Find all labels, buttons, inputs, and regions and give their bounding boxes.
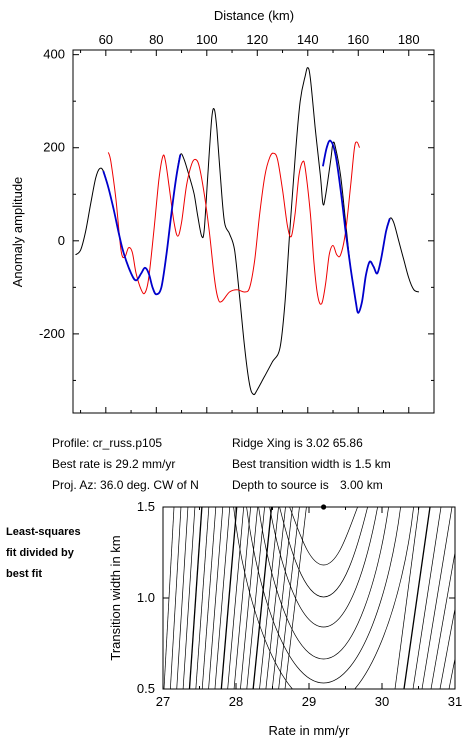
bottom-x-tick-label: 27 <box>156 694 170 709</box>
contour-line <box>269 507 378 628</box>
contour-line <box>233 507 414 689</box>
contour-line <box>252 507 273 689</box>
bottom-y-tick-label: 1.0 <box>137 590 155 605</box>
model-fit-segment-line <box>102 154 182 296</box>
top-plot-frame <box>72 49 435 414</box>
bottom-x-tick-label: 28 <box>229 694 243 709</box>
contour-line <box>188 507 203 689</box>
top-x-tick-label: 160 <box>347 32 369 47</box>
contour-line <box>394 507 420 689</box>
top-x-tick-label: 120 <box>246 32 268 47</box>
contour-line <box>201 507 217 689</box>
misfit-contour-chart: 27 28 29 30 31 0.5 1.0 1.5 Rate in mm/yr Transi… <box>108 499 462 738</box>
model-fit-segment-line <box>322 139 391 314</box>
bottom-y-tick-label: 1.5 <box>137 499 155 514</box>
contour-line <box>265 507 286 689</box>
best-rate-text: Best rate is 29.2 mm/yr <box>52 457 175 471</box>
bottom-y-axis-title: Transition width in km <box>108 535 123 660</box>
top-y-tick-label: 200 <box>43 140 65 155</box>
contour-line <box>246 507 265 689</box>
top-x-tick-label: 180 <box>398 32 420 47</box>
contour-line <box>233 507 252 689</box>
bottom-chart-axes: 27 28 29 30 31 0.5 1.0 1.5 <box>137 499 462 709</box>
top-y-tick-label: 0 <box>58 233 65 248</box>
misfit-contour-lines <box>163 504 455 689</box>
top-x-axis-title: Distance (km) <box>214 8 294 23</box>
depth-to-source-value: 3.00 km <box>340 478 383 492</box>
projection-azimuth-text: Proj. Az: 36.0 deg. CW of N <box>52 478 199 492</box>
contour-line <box>412 507 442 689</box>
contour-line <box>214 507 231 689</box>
anomaly-profile-chart: 60 80 100 120 140 160 180 -200 0 200 400 Distance … <box>10 8 435 414</box>
contour-line <box>176 507 189 689</box>
contour-line <box>170 507 182 689</box>
top-chart-series <box>75 67 420 396</box>
observed-profile-line <box>75 67 420 396</box>
ridge-crossing-text: Ridge Xing is 3.02 65.86 <box>232 436 363 450</box>
top-x-tick-label: 100 <box>196 32 218 47</box>
top-x-tick-label: 60 <box>99 32 113 47</box>
contour-line <box>439 606 455 689</box>
contour-line <box>278 507 300 689</box>
bottom-x-tick-label: 29 <box>302 694 316 709</box>
top-chart-axes: 60 80 100 120 140 160 180 -200 0 200 400 <box>39 32 435 414</box>
contour-line <box>195 507 210 689</box>
contour-line <box>430 550 455 689</box>
contour-note-line-2: fit divided by <box>6 547 75 559</box>
contour-note: Least-squares fit divided by best fit <box>6 526 81 580</box>
bottom-x-axis-title: Rate in mm/yr <box>269 723 351 738</box>
profile-text: Profile: cr_russ.p105 <box>52 436 162 450</box>
fit-info-block: Profile: cr_russ.p105 Best rate is 29.2 … <box>52 436 391 492</box>
contour-line <box>208 507 224 689</box>
contour-line <box>182 507 196 689</box>
bottom-y-tick-label: 0.5 <box>137 681 155 696</box>
top-y-tick-label: 400 <box>43 47 65 62</box>
top-y-axis-title: Anomaly amplitude <box>10 177 25 288</box>
contour-line <box>240 507 258 689</box>
top-x-tick-label: 140 <box>297 32 319 47</box>
bottom-x-tick-label: 31 <box>448 694 462 709</box>
top-y-tick-label: -200 <box>39 326 65 341</box>
contour-line <box>220 507 238 689</box>
top-x-tick-label: 80 <box>149 32 163 47</box>
contour-group <box>163 507 455 689</box>
contour-line <box>259 507 279 689</box>
contour-line <box>271 507 293 689</box>
contour-line <box>279 507 368 598</box>
contour-line <box>403 507 431 689</box>
synthetic-model-line <box>107 141 360 305</box>
contour-line <box>246 507 401 684</box>
depth-to-source-text: Depth to source is <box>232 478 329 492</box>
best-transition-text: Best transition width is 1.5 km <box>232 457 391 471</box>
contour-line <box>421 507 453 689</box>
contour-note-line-3: best fit <box>6 568 42 580</box>
bottom-x-tick-label: 30 <box>375 694 389 709</box>
contour-line <box>227 507 245 689</box>
contour-line <box>258 507 389 660</box>
contour-line <box>289 507 358 566</box>
contour-note-line-1: Least-squares <box>6 526 81 538</box>
